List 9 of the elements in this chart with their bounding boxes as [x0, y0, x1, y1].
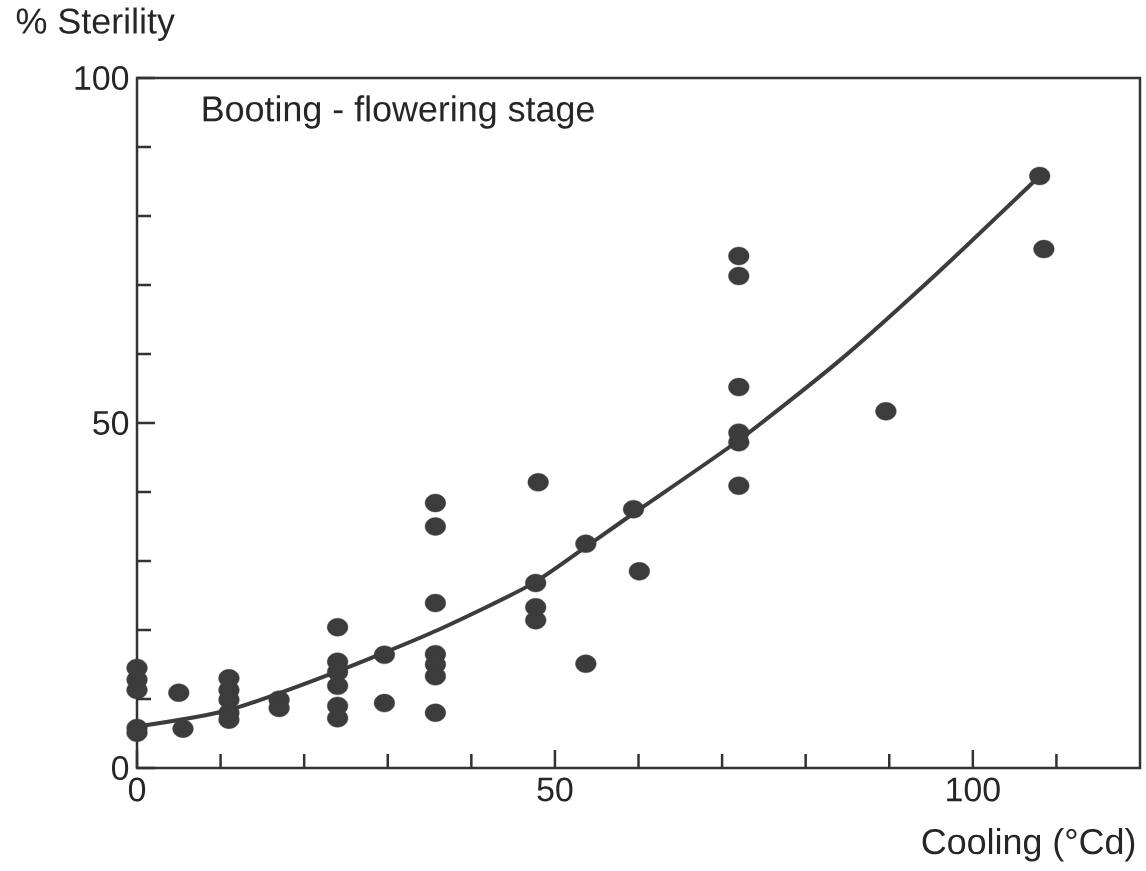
chart-title: Booting - flowering stage [203, 95, 594, 129]
x-tick-label: 50 [537, 777, 573, 802]
x-axis-title: Cooling (°Cd) [922, 828, 1135, 862]
y-axis-title: % Sterility [16, 7, 175, 41]
x-tick-label: 0 [128, 777, 146, 802]
x-tick-label: 100 [947, 777, 1000, 802]
y-tick-label: 100 [75, 65, 129, 90]
y-tick-label: 0 [111, 755, 129, 780]
y-tick-label: 50 [93, 410, 129, 435]
